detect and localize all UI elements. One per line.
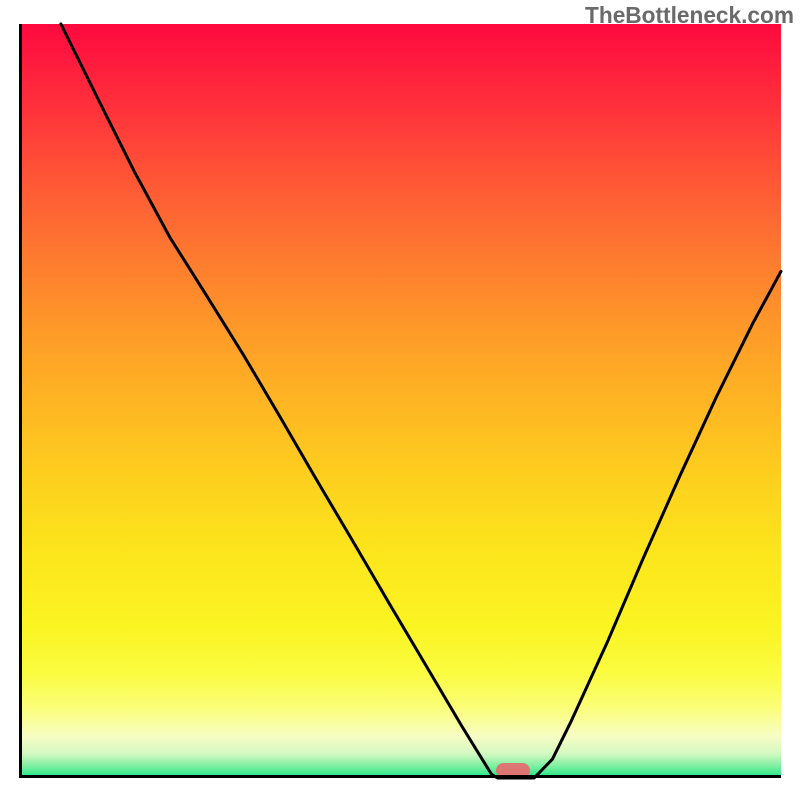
plot-area — [19, 24, 781, 778]
chart-container: TheBottleneck.com — [0, 0, 800, 800]
x-axis — [19, 775, 781, 778]
bottleneck-curve — [19, 24, 781, 778]
y-axis — [19, 24, 22, 778]
watermark-text: TheBottleneck.com — [585, 2, 794, 29]
curve-path — [61, 24, 781, 778]
